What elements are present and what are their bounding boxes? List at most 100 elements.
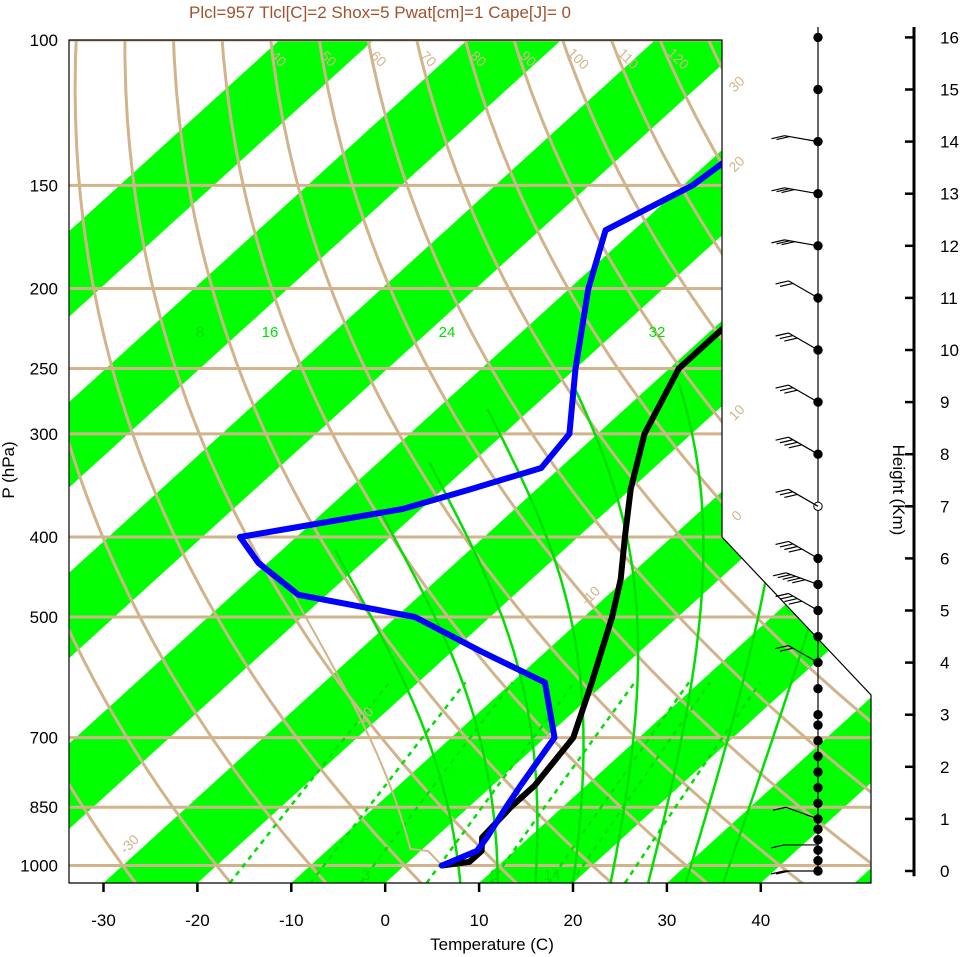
height-tick-label: 8 bbox=[940, 445, 949, 464]
dry-adiabat-line bbox=[506, 40, 871, 883]
wind-level-dot bbox=[813, 782, 823, 793]
wind-barb bbox=[775, 645, 819, 664]
wind-barb-flag bbox=[775, 332, 789, 337]
dry-adiabat-line bbox=[363, 40, 871, 883]
pressure-tick-label: 200 bbox=[30, 280, 58, 299]
wind-level-dot bbox=[813, 631, 823, 642]
wind-level-dot bbox=[813, 824, 823, 835]
height-tick-label: 13 bbox=[940, 185, 959, 204]
x-tick-label: 20 bbox=[564, 911, 583, 930]
wind-level-dot bbox=[813, 845, 823, 855]
wind-barb-staff bbox=[788, 645, 819, 664]
isotherm-label: 20 bbox=[725, 153, 747, 175]
pressure-tick-label: 250 bbox=[30, 360, 58, 379]
wind-barb-flag bbox=[779, 439, 794, 444]
chart-title: Plcl=957 Tlcl[C]=2 Shox=5 Pwat[cm]=1 Cap… bbox=[189, 3, 571, 22]
wind-barb bbox=[775, 540, 819, 559]
dry-adiabat-label: 70 bbox=[417, 47, 439, 69]
wind-barb-flag bbox=[776, 135, 790, 141]
mixing-ratio-label: 3 bbox=[362, 867, 370, 884]
wind-barb-flag bbox=[775, 488, 789, 493]
wind-barb-flag bbox=[784, 389, 798, 394]
dry-adiabat-line bbox=[69, 40, 146, 883]
wind-barb bbox=[770, 844, 818, 849]
isotherm-band bbox=[92, 40, 871, 883]
wind-barb bbox=[775, 332, 819, 351]
moist-adiabat-line bbox=[333, 549, 462, 883]
pressure-tick-label: 500 bbox=[30, 608, 58, 627]
wind-barb-flag bbox=[784, 337, 798, 342]
dry-adiabat-line bbox=[123, 40, 530, 883]
wind-barb-flag bbox=[775, 645, 789, 650]
isotherm-band bbox=[69, 40, 582, 883]
wind-barb-flag bbox=[788, 444, 802, 449]
moist-adiabat-label: 24 bbox=[439, 324, 456, 341]
moist-adiabat-line bbox=[377, 508, 500, 883]
wind-barb-flag bbox=[781, 241, 795, 246]
height-tick-label: 3 bbox=[940, 706, 949, 725]
moist-adiabat-label: 16 bbox=[262, 324, 279, 341]
pressure-tick-label: 400 bbox=[30, 528, 58, 547]
wind-barb bbox=[775, 280, 819, 299]
dry-adiabat-line bbox=[315, 40, 871, 883]
isotherm-label: 30 bbox=[725, 73, 747, 95]
wind-barb-flag bbox=[771, 239, 785, 244]
wind-barb bbox=[772, 572, 819, 586]
wind-level-dot bbox=[813, 710, 823, 720]
wind-barb-flag bbox=[775, 436, 789, 441]
wind-barb-flag bbox=[787, 577, 801, 582]
x-axis: -30 -20 -10 0 10 20 30 40 bbox=[91, 883, 770, 930]
wind-barb-flag bbox=[784, 545, 798, 551]
height-tick-label: 7 bbox=[940, 497, 949, 516]
wind-barb-flag bbox=[775, 870, 790, 875]
wind-level-dot bbox=[813, 683, 823, 694]
wind-level-dot bbox=[813, 798, 823, 808]
height-tick-label: 10 bbox=[940, 341, 959, 360]
wind-barb-flag bbox=[776, 188, 790, 193]
dry-adiabat-line bbox=[69, 40, 338, 883]
height-tick-label: 12 bbox=[940, 237, 959, 256]
wind-barb-flag bbox=[772, 806, 787, 811]
isotherm-label: 0 bbox=[728, 507, 745, 524]
wind-barb-flag bbox=[784, 493, 798, 498]
sounding-curves bbox=[237, 71, 871, 869]
wind-barb-staff bbox=[785, 572, 819, 586]
wind-barb-flag bbox=[779, 543, 794, 548]
y-axis-label: P (hPa) bbox=[0, 441, 18, 498]
wind-barb-staff bbox=[785, 806, 819, 820]
dry-adiabat-line bbox=[171, 40, 627, 883]
height-tick-label: 1 bbox=[940, 810, 949, 829]
mixing-ratio-label: 8 bbox=[490, 867, 498, 884]
wind-barb-flag bbox=[779, 387, 794, 392]
wind-barb bbox=[775, 384, 819, 403]
wind-barb-flag bbox=[775, 540, 789, 545]
dry-adiabat-line bbox=[73, 40, 434, 883]
pressure-tick-label: 700 bbox=[30, 729, 58, 748]
mixing-ratio-line bbox=[547, 681, 691, 883]
pressure-tick-label: 150 bbox=[30, 176, 58, 195]
moist-adiabat-line bbox=[428, 462, 539, 883]
pressure-tick-label: 850 bbox=[30, 798, 58, 817]
height-tick-label: 0 bbox=[940, 862, 949, 881]
wind-level-dot bbox=[813, 720, 823, 730]
wind-barb-flag bbox=[788, 548, 802, 553]
dry-adiabat-label: 100 bbox=[565, 45, 593, 73]
moist-adiabat-label: 8 bbox=[196, 324, 204, 341]
wind-barb bbox=[771, 239, 819, 247]
wind-barb-flag bbox=[782, 575, 796, 580]
wind-barb-staff bbox=[788, 384, 819, 403]
mixing-ratio-line bbox=[425, 681, 576, 883]
wind-level-dot bbox=[813, 751, 823, 762]
height-tick-label: 9 bbox=[940, 393, 949, 412]
x-tick-label: 40 bbox=[751, 911, 770, 930]
mixing-ratio-line bbox=[228, 681, 391, 883]
x-tick-label: 10 bbox=[470, 911, 489, 930]
wind-barb-flag bbox=[777, 573, 791, 579]
mixing-ratio-line bbox=[570, 681, 712, 883]
height-tick-label: 11 bbox=[940, 289, 958, 308]
wind-barb-staff bbox=[788, 332, 819, 351]
height-tick-label: 6 bbox=[940, 549, 949, 568]
wind-barb bbox=[771, 135, 819, 143]
wind-barb-flag bbox=[776, 240, 790, 245]
